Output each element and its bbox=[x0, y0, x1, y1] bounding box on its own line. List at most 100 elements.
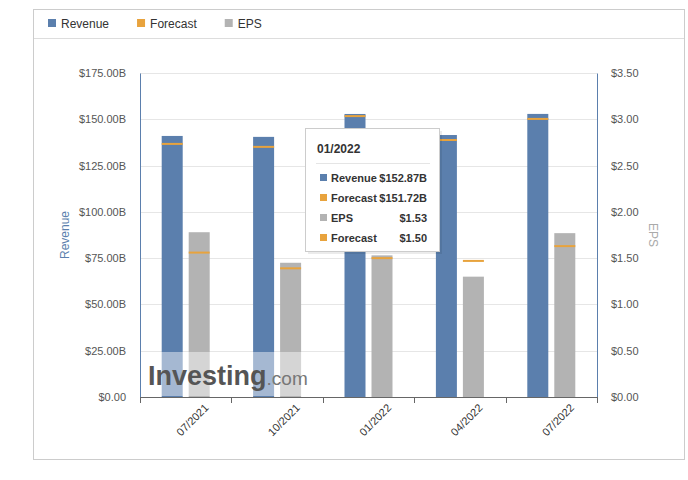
legend-separator bbox=[34, 38, 684, 39]
y-tick: $150.00B bbox=[79, 113, 140, 125]
x-tick-label: 04/2022 bbox=[448, 401, 485, 438]
y-tick-label: $175.00B bbox=[79, 67, 126, 79]
legend-label: Revenue bbox=[61, 17, 109, 31]
y-tick: $0.00 bbox=[98, 391, 140, 403]
grid-line bbox=[140, 119, 597, 120]
legend: Revenue Forecast EPS bbox=[48, 17, 262, 31]
y-tick: $25.00B bbox=[85, 345, 140, 357]
tooltip-swatch bbox=[320, 194, 327, 201]
bar bbox=[463, 277, 484, 397]
forecast-marker bbox=[372, 257, 393, 259]
y-tick: $125.00B bbox=[79, 160, 140, 172]
y-tick-label: $75.00B bbox=[85, 252, 126, 264]
tooltip-value: $1.53 bbox=[399, 212, 427, 224]
y-axis-line bbox=[140, 74, 141, 398]
watermark-suffix: .com bbox=[267, 368, 308, 389]
forecast-marker bbox=[189, 252, 210, 254]
x-tick: 07/2021 bbox=[174, 397, 211, 438]
legend-swatch bbox=[48, 19, 56, 27]
y2-tick: $0.50 bbox=[597, 345, 639, 357]
tooltip-label: Forecast bbox=[331, 232, 377, 244]
tooltip-swatch bbox=[320, 174, 327, 181]
tooltip: 01/2022Revenue$152.87BForecast$151.72BEP… bbox=[306, 129, 443, 255]
bar bbox=[372, 255, 393, 397]
y2-tick-label: $3.00 bbox=[611, 113, 639, 125]
y-tick: $50.00B bbox=[85, 298, 140, 310]
x-tick-label: 01/2022 bbox=[357, 401, 394, 438]
category-separator bbox=[323, 397, 324, 403]
y-tick-label: $50.00B bbox=[85, 298, 126, 310]
x-axis-line bbox=[141, 397, 598, 398]
y2-tick: $1.00 bbox=[597, 298, 639, 310]
forecast-marker bbox=[463, 260, 484, 262]
tooltip-title: 01/2022 bbox=[317, 142, 361, 156]
chart-frame bbox=[34, 10, 685, 460]
tooltip-label: EPS bbox=[331, 212, 353, 224]
x-tick-label: 07/2022 bbox=[540, 401, 577, 438]
y-tick-label: $150.00B bbox=[79, 113, 126, 125]
legend-item: Revenue bbox=[48, 17, 109, 31]
y-tick-label: $100.00B bbox=[79, 206, 126, 218]
legend-item: Forecast bbox=[137, 17, 197, 31]
category-separator bbox=[140, 397, 141, 403]
y2-tick: $3.00 bbox=[597, 113, 639, 125]
y2-axis-line bbox=[597, 74, 598, 398]
y2-axis: $0.00 $0.50 $1.00 $1.50 $2.00 $2.50 $3.00 $3.50 bbox=[597, 67, 639, 403]
y2-tick-label: $1.50 bbox=[611, 252, 639, 264]
x-tick-label: 07/2021 bbox=[174, 401, 211, 438]
forecast-marker bbox=[345, 115, 366, 117]
y2-tick-label: $0.50 bbox=[611, 345, 639, 357]
watermark-main: Investing bbox=[148, 361, 267, 391]
chart: Investing.com $0.00 $25.00B $50.00B $75.00B $… bbox=[0, 0, 688, 480]
legend-label: EPS bbox=[238, 17, 262, 31]
tooltip-value: $1.50 bbox=[399, 232, 427, 244]
legend-swatch bbox=[137, 19, 145, 27]
y2-tick-label: $2.50 bbox=[611, 160, 639, 172]
y-tick-label: $125.00B bbox=[79, 160, 126, 172]
y2-tick: $3.50 bbox=[597, 67, 639, 79]
watermark-text: Investing.com bbox=[148, 361, 308, 391]
forecast-marker bbox=[162, 143, 183, 145]
tooltip-swatch bbox=[320, 214, 327, 221]
y-tick-label: $25.00B bbox=[85, 345, 126, 357]
forecast-marker bbox=[253, 146, 274, 148]
y2-axis-title: EPS bbox=[646, 223, 660, 247]
legend-swatch bbox=[225, 19, 233, 27]
y2-tick: $2.00 bbox=[597, 206, 639, 218]
tooltip-swatch bbox=[320, 234, 327, 241]
bar bbox=[554, 233, 575, 397]
tooltip-value: $152.87B bbox=[379, 172, 427, 184]
x-axis: 07/2021 10/2021 01/2022 04/2022 07/2022 bbox=[141, 397, 598, 438]
x-tick: 01/2022 bbox=[357, 397, 394, 438]
y-tick: $75.00B bbox=[85, 252, 140, 264]
category-separator bbox=[506, 397, 507, 403]
x-tick: 04/2022 bbox=[448, 397, 485, 438]
y-tick-label: $0.00 bbox=[98, 391, 126, 403]
y2-tick-label: $0.00 bbox=[611, 391, 639, 403]
x-separators bbox=[141, 397, 598, 403]
legend-item: EPS bbox=[225, 17, 262, 31]
watermark-backdrop bbox=[148, 352, 310, 396]
tooltip-label: Revenue bbox=[331, 172, 377, 184]
grid bbox=[140, 74, 597, 398]
tooltip-separator bbox=[316, 163, 430, 164]
tooltip-box bbox=[306, 129, 440, 252]
x-tick-label: 10/2021 bbox=[265, 401, 302, 438]
category-separator bbox=[231, 397, 232, 403]
y2-tick: $0.00 bbox=[597, 391, 639, 403]
y2-tick-label: $2.00 bbox=[611, 206, 639, 218]
forecast-marker bbox=[554, 245, 575, 247]
tooltip-label: Forecast bbox=[331, 192, 377, 204]
watermark: Investing.com bbox=[148, 352, 310, 396]
y2-tick-label: $1.00 bbox=[611, 298, 639, 310]
x-tick: 07/2022 bbox=[540, 397, 577, 438]
tooltip-value: $151.72B bbox=[379, 192, 427, 204]
y-tick: $100.00B bbox=[79, 206, 140, 218]
forecast-marker bbox=[280, 267, 301, 269]
x-tick: 10/2021 bbox=[265, 397, 302, 438]
y2-tick: $1.50 bbox=[597, 252, 639, 264]
y2-tick: $2.50 bbox=[597, 160, 639, 172]
y2-tick-label: $3.50 bbox=[611, 67, 639, 79]
grid-line bbox=[140, 73, 597, 74]
forecast-marker bbox=[527, 118, 548, 120]
